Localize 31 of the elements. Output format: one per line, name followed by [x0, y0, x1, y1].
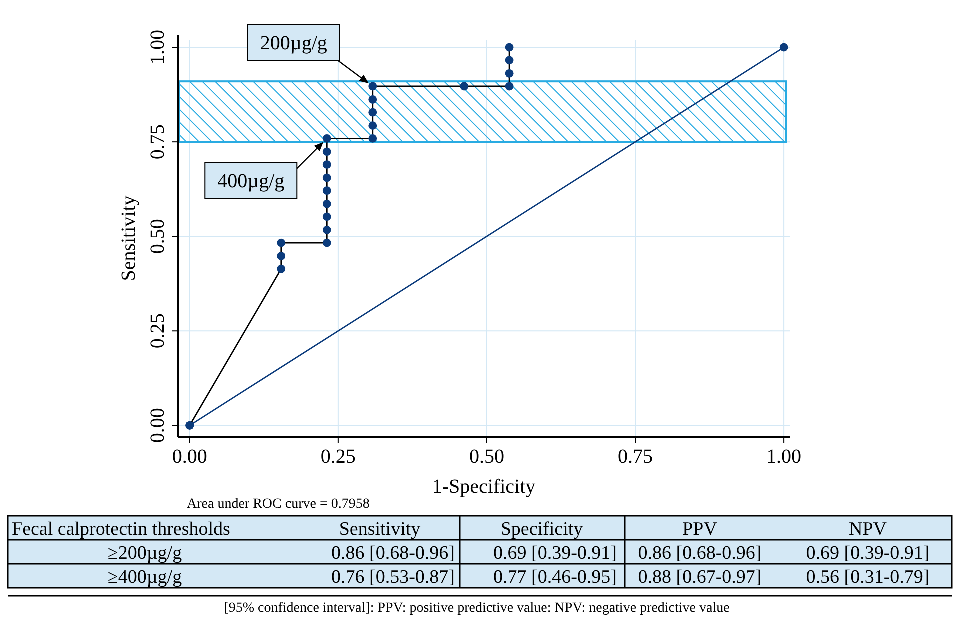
- y-tick-label: 0.50: [147, 219, 169, 254]
- text: 0.86 [0.68-0.96]: [332, 543, 455, 564]
- text: 0.69 [0.39-0.91]: [494, 543, 617, 564]
- x-axis-title: 1-Specificity: [432, 476, 536, 498]
- text: Fecal calprotectin thresholds: [12, 519, 230, 540]
- text: PPV: [682, 519, 718, 540]
- y-axis-title: Sensitivity: [118, 196, 140, 282]
- text: ≥200µg/g: [108, 543, 183, 564]
- text: 0.86 [0.68-0.96]: [638, 543, 762, 564]
- text: ≥400µg/g: [108, 567, 183, 588]
- text: 0.77 [0.46-0.95]: [494, 567, 617, 588]
- y-tick-label: 0.25: [147, 314, 169, 349]
- text: 0.76 [0.53-0.87]: [332, 567, 455, 588]
- text: Area under ROC curve = 0.7958: [187, 497, 370, 512]
- text: 0.56 [0.31-0.79]: [806, 567, 930, 588]
- text: Sensitivity: [339, 519, 422, 540]
- text: [95% confidence interval]: PPV: positive predictive value: NPV: negative predictive value: [224, 601, 730, 616]
- annotation: 400µg/g: [218, 170, 285, 193]
- text: NPV: [848, 519, 888, 540]
- annotation: 200µg/g: [260, 32, 328, 55]
- x-tick-label: 0.75: [618, 446, 654, 468]
- x-tick-label: 1.00: [766, 446, 802, 468]
- x-tick-label: 0.50: [469, 446, 504, 468]
- x-tick-label: 0.25: [320, 446, 356, 468]
- y-tick-label: 1.00: [147, 30, 169, 66]
- x-tick-label: 0.00: [172, 446, 208, 468]
- y-tick-label: 0.75: [147, 124, 169, 160]
- y-tick-label: 0.00: [147, 408, 169, 444]
- text: 0.69 [0.39-0.91]: [806, 543, 930, 564]
- text: 0.88 [0.67-0.97]: [638, 567, 762, 588]
- text: Specificity: [500, 519, 584, 540]
